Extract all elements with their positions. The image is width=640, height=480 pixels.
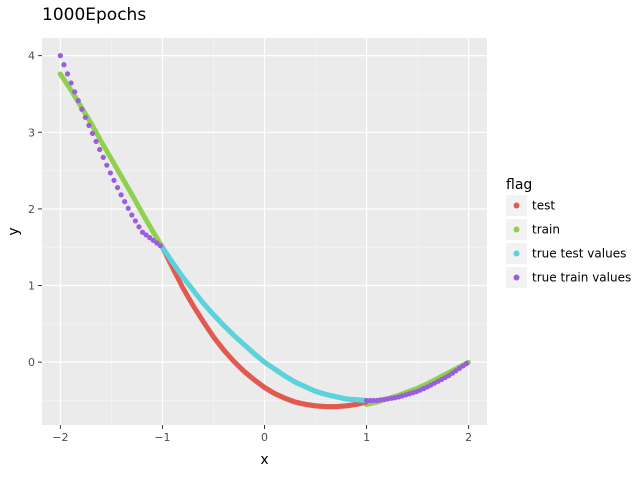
series-true-test-values bbox=[159, 244, 369, 404]
x-tick-label: 0 bbox=[261, 431, 268, 444]
data-point bbox=[75, 98, 81, 104]
x-tick-label: −1 bbox=[154, 431, 170, 444]
legend-label: true test values bbox=[532, 247, 626, 261]
y-tick-label: 2 bbox=[28, 203, 35, 216]
data-point bbox=[111, 177, 117, 183]
data-point bbox=[72, 89, 78, 95]
chart-title: 1000Epochs bbox=[42, 5, 146, 25]
data-point bbox=[57, 53, 63, 59]
legend-swatch bbox=[513, 250, 520, 257]
data-point bbox=[157, 243, 163, 249]
data-point bbox=[147, 235, 153, 241]
y-tick-label: 1 bbox=[28, 280, 35, 293]
data-point bbox=[125, 205, 131, 211]
data-point bbox=[61, 62, 67, 68]
data-point bbox=[463, 360, 470, 367]
data-point bbox=[122, 199, 128, 205]
legend-item: true train values bbox=[506, 267, 631, 288]
data-point bbox=[150, 237, 156, 243]
legend-swatch bbox=[513, 274, 520, 281]
data-point bbox=[114, 184, 121, 191]
legend-swatch bbox=[513, 226, 520, 233]
x-tick-label: −2 bbox=[52, 431, 68, 444]
data-point bbox=[107, 170, 113, 176]
data-point bbox=[136, 224, 142, 230]
legend-item: test bbox=[506, 195, 555, 216]
data-point bbox=[86, 122, 92, 128]
y-tick-label: 3 bbox=[28, 126, 35, 139]
data-point bbox=[118, 192, 124, 198]
legend-item: true test values bbox=[506, 243, 626, 264]
legend: flag test train true test values true train… bbox=[506, 177, 631, 288]
legend-label: train bbox=[532, 223, 560, 237]
data-point bbox=[367, 397, 373, 404]
data-point bbox=[64, 71, 71, 77]
data-point bbox=[93, 138, 99, 145]
data-point bbox=[68, 80, 74, 86]
data-point bbox=[100, 154, 106, 160]
legend-label: test bbox=[532, 199, 555, 213]
data-point bbox=[104, 162, 110, 168]
x-axis-label: x bbox=[260, 452, 268, 468]
data-marks bbox=[57, 53, 471, 410]
data-point bbox=[89, 130, 96, 137]
y-tick-label: 4 bbox=[28, 50, 35, 63]
legend-swatch bbox=[513, 202, 520, 209]
y-tick-label: 0 bbox=[28, 356, 35, 369]
y-axis-label: y bbox=[6, 227, 22, 235]
data-point bbox=[143, 232, 149, 238]
data-point bbox=[139, 229, 146, 235]
data-point bbox=[129, 212, 135, 218]
axes: −2 −1 0 1 2 0 1 2 3 4 bbox=[28, 50, 472, 444]
legend-title: flag bbox=[506, 177, 532, 193]
data-point bbox=[363, 397, 370, 404]
x-tick-label: 2 bbox=[465, 431, 472, 444]
legend-label: true train values bbox=[532, 271, 631, 285]
data-point bbox=[132, 218, 138, 224]
data-point bbox=[82, 114, 88, 120]
legend-item: train bbox=[506, 219, 560, 240]
data-point bbox=[154, 240, 160, 246]
data-point bbox=[79, 106, 85, 112]
x-tick-label: 1 bbox=[363, 431, 370, 444]
series-true-train-values bbox=[57, 53, 470, 404]
data-point bbox=[97, 146, 103, 153]
